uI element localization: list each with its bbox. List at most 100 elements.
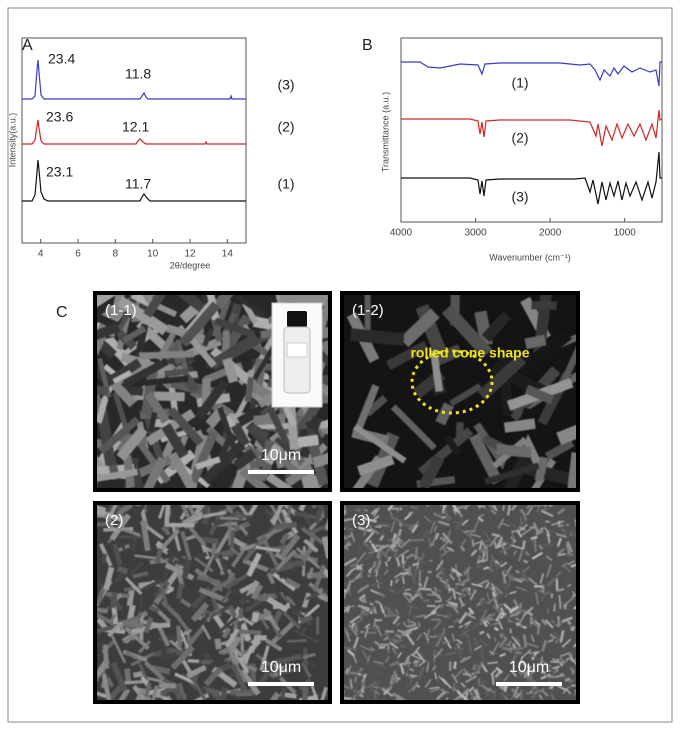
crystal [137, 662, 150, 684]
crystal [557, 621, 561, 627]
crystal [442, 616, 452, 621]
crystal [519, 508, 526, 516]
crystal [521, 540, 526, 550]
crystal [360, 688, 365, 694]
crystal [345, 543, 352, 548]
crystal [98, 416, 141, 455]
crystal [228, 605, 238, 618]
crystal [429, 520, 436, 534]
xrd-curve [22, 59, 246, 100]
peak-label: 12.1 [122, 119, 149, 135]
crystal [529, 619, 540, 629]
crystal [407, 522, 420, 531]
crystal [401, 560, 407, 569]
crystal [508, 646, 523, 651]
crystal [540, 659, 551, 668]
crystal [458, 611, 468, 624]
crystal [429, 687, 441, 693]
crystal [236, 401, 270, 427]
crystal [116, 296, 169, 336]
crystal [453, 617, 460, 624]
crystal [353, 636, 360, 649]
crystal [240, 630, 244, 656]
crystal [275, 521, 297, 530]
crystal [391, 647, 397, 655]
crystal [366, 620, 375, 627]
crystal [424, 679, 432, 688]
crystal [95, 322, 121, 346]
crystal [452, 508, 457, 516]
crystal [197, 551, 208, 560]
crystal [441, 677, 453, 689]
crystal [281, 508, 299, 535]
crystal [364, 293, 371, 332]
x-axis-label: Wavenumber (cm⁻¹) [489, 252, 570, 262]
crystal [269, 563, 295, 574]
crystal [379, 534, 385, 541]
crystal [379, 663, 387, 670]
crystal [474, 617, 482, 623]
crystal [110, 661, 128, 692]
crystal [474, 645, 482, 651]
crystal [355, 508, 361, 512]
crystal [523, 566, 530, 572]
crystal [110, 593, 118, 609]
crystal [530, 634, 535, 643]
crystal [467, 613, 478, 620]
crystal [95, 689, 109, 699]
crystal [272, 571, 297, 592]
sem-texture [95, 503, 330, 702]
crystal [393, 630, 403, 636]
crystal [569, 666, 575, 674]
peak-label: 11.7 [125, 176, 151, 192]
crystal [499, 539, 511, 545]
crystal [540, 673, 551, 680]
crystal [515, 608, 528, 613]
crystal [452, 588, 457, 600]
crystal [544, 632, 550, 640]
crystal [287, 639, 307, 643]
crystal [557, 616, 561, 622]
crystal [503, 674, 510, 682]
crystal [505, 609, 511, 619]
crystal [390, 516, 404, 524]
ftir-plot: (1) (2) (3) Wavenumber (cm⁻¹) Transmitta… [380, 37, 663, 262]
crystal [347, 665, 352, 676]
crystal [495, 560, 504, 571]
plot-frame [21, 37, 247, 244]
crystal [153, 585, 170, 605]
crystal [216, 406, 239, 456]
crystal [511, 533, 515, 547]
crystal [469, 433, 503, 485]
crystal [451, 633, 456, 642]
crystal [468, 640, 473, 654]
crystal [534, 687, 545, 695]
crystal [415, 614, 426, 618]
crystal [95, 612, 120, 629]
series-label: (3) [511, 189, 528, 205]
crystal [310, 524, 327, 535]
crystal [344, 628, 351, 643]
crystal [471, 576, 481, 583]
crystal [418, 651, 426, 659]
crystal [501, 692, 514, 698]
crystal [370, 646, 376, 652]
crystal [124, 576, 143, 596]
crystal [496, 443, 532, 458]
x-tick-label: 4 [38, 249, 44, 260]
crystal [418, 570, 421, 582]
crystal [229, 546, 241, 557]
crystal [102, 644, 110, 669]
crystal [387, 677, 398, 690]
crystal [442, 547, 447, 553]
crystal [266, 596, 289, 613]
crystal [180, 598, 192, 608]
plot-frame [400, 37, 663, 223]
crystal [429, 349, 444, 392]
crystal [244, 596, 266, 613]
crystal [453, 684, 460, 690]
crystal [426, 604, 437, 608]
crystal [541, 640, 548, 652]
crystal [387, 538, 392, 543]
crystal [512, 598, 519, 606]
